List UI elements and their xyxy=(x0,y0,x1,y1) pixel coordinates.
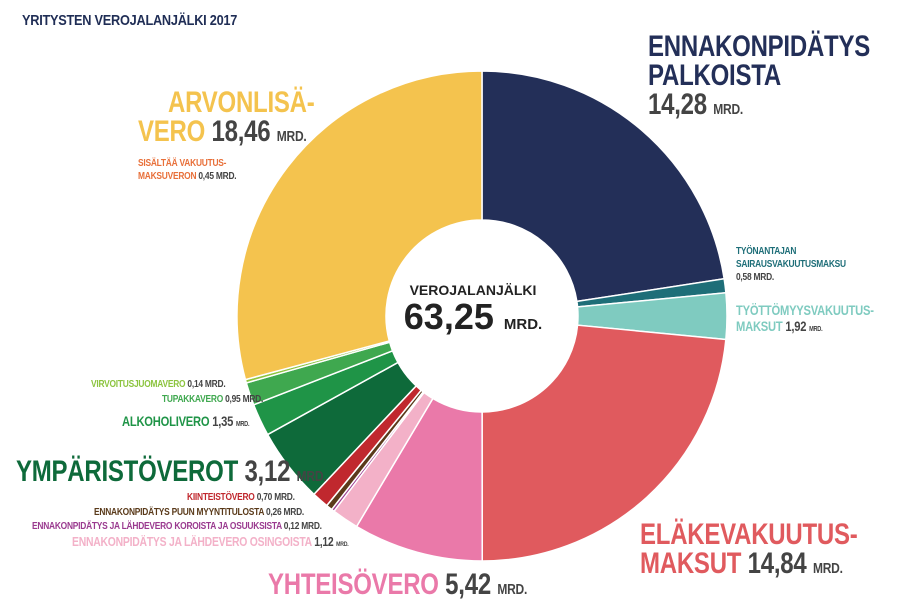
label-text: ENNAKONPIDÄTYS PUUN MYYNTITULOSTA xyxy=(94,506,264,518)
label-unit: MRD. xyxy=(301,520,322,532)
label-text: ENNAKONPIDÄTYS JA LÄHDEVERO OSINGOISTA xyxy=(72,534,312,549)
label-unit: MRD. xyxy=(713,101,744,118)
label-text: YHTEISÖVERO xyxy=(268,568,439,601)
label-value: 0,12 xyxy=(283,520,300,532)
donut-center: VEROJALANJÄLKI 63,25 MRD. xyxy=(383,282,563,344)
center-total: 63,25 xyxy=(403,296,494,337)
label-value: 0,14 xyxy=(187,378,203,390)
label-text: ALKOHOLIVERO xyxy=(122,413,210,429)
label-value: 1,92 xyxy=(785,318,807,334)
label-unit: MRD. xyxy=(283,506,304,518)
label-text: ENNAKONPIDÄTYS xyxy=(648,30,870,63)
label-alkoholivero: ALKOHOLIVERO 1,35 MRD. xyxy=(122,413,250,433)
label-ennakonpidatys-palkoista: ENNAKONPIDÄTYS PALKOISTA 14,28 MRD. xyxy=(648,32,870,124)
label-text: MAKSUVERON xyxy=(138,170,197,182)
center-label: VEROJALANJÄLKI xyxy=(409,282,537,298)
label-text: MAKSUT xyxy=(736,318,783,334)
center-value: 63,25 MRD. xyxy=(383,298,563,344)
pie-slice-eläkevakuutusmaksut xyxy=(481,324,727,562)
label-unit: MRD. xyxy=(296,468,327,485)
label-text: ARVONLISÄ- xyxy=(168,86,315,119)
label-text: SAIRAUSVAKUUTUSMAKSU xyxy=(736,258,846,270)
label-text: VIRVOITUSJUOMAVERO xyxy=(91,378,186,390)
label-osingoista: ENNAKONPIDÄTYS JA LÄHDEVERO OSINGOISTA 1… xyxy=(72,534,349,553)
label-text: TYÖNANTAJAN xyxy=(736,245,797,257)
label-koroista: ENNAKONPIDÄTYS JA LÄHDEVERO KOROISTA JA … xyxy=(32,520,322,533)
label-elakevakuutusmaksut: ELÄKEVAKUUTUS- MAKSUT 14,84 MRD. xyxy=(640,520,858,583)
label-unit: MRD. xyxy=(276,128,307,145)
label-sairausvakuutusmaksu: TYÖNANTAJAN SAIRAUSVAKUUTUSMAKSU 0,58 MR… xyxy=(736,245,846,284)
label-value: 14,84 xyxy=(747,547,807,580)
label-text: SISÄLTÄÄ VAKUUTUS- xyxy=(138,157,227,169)
label-value: 5,42 xyxy=(445,568,491,601)
label-tyottomyysvakuutusmaksut: TYÖTTÖMYYSVAKUUTUS- MAKSUT 1,92 MRD. xyxy=(736,302,874,338)
label-value: 1,35 xyxy=(212,413,234,429)
label-unit: MRD. xyxy=(274,491,295,503)
label-unit: MRD. xyxy=(497,581,528,598)
label-unit: MRD. xyxy=(812,560,843,577)
pie-slice-arvonlisävero xyxy=(236,70,483,381)
label-ymparistoverot: YMPÄRISTÖVEROT 3,12 MRD. xyxy=(16,455,327,491)
label-text: PALKOISTA xyxy=(648,59,781,92)
label-value: 3,12 xyxy=(244,455,291,488)
label-text: TYÖTTÖMYYSVAKUUTUS- xyxy=(736,302,874,318)
label-unit: MRD. xyxy=(204,378,226,390)
label-unit: MRD. xyxy=(235,421,250,428)
label-value: 18,46 xyxy=(211,115,271,148)
label-value: 0,70 xyxy=(256,491,273,503)
label-value: 14,28 xyxy=(648,88,707,121)
pie-slice-ennakonpidätys-palkoista xyxy=(481,70,726,303)
label-maksuvero-note: SISÄLTÄÄ VAKUUTUS- MAKSUVERON 0,45 MRD. xyxy=(138,157,237,183)
label-text: VERO xyxy=(138,115,206,148)
label-text: KIINTEISTÖVERO xyxy=(187,491,255,503)
label-kiinteistovero: KIINTEISTÖVERO 0,70 MRD. xyxy=(187,491,295,504)
label-arvonlisavero: ARVONLISÄ- xyxy=(168,86,315,119)
label-value: 0,26 xyxy=(265,506,282,518)
label-text: TUPAKKAVERO xyxy=(162,393,223,405)
label-value: 1,12 xyxy=(314,534,334,549)
label-value: 0,58 xyxy=(736,271,752,283)
label-puun-myyntitulosta: ENNAKONPIDÄTYS PUUN MYYNTITULOSTA 0,26 M… xyxy=(94,506,304,519)
label-unit: MRD. xyxy=(809,326,823,333)
label-text: MAKSUT xyxy=(640,547,742,580)
label-text: ELÄKEVAKUUTUS- xyxy=(640,518,858,551)
label-yhteisovero: YHTEISÖVERO 5,42 MRD. xyxy=(268,570,527,604)
chart-title: YRITYSTEN VEROJALANJÄLKI 2017 xyxy=(22,12,238,29)
label-value: 0,95 xyxy=(225,393,241,405)
label-arvonlisavero-value: VERO 18,46 MRD. xyxy=(138,117,307,151)
label-tupakkavero: TUPAKKAVERO 0,95 MRD. xyxy=(162,393,263,406)
label-text: YMPÄRISTÖVEROT xyxy=(16,455,238,488)
label-unit: MRD. xyxy=(215,170,237,182)
label-virvoitusjuomavero: VIRVOITUSJUOMAVERO 0,14 MRD. xyxy=(91,378,226,391)
center-unit: MRD. xyxy=(503,316,543,333)
label-unit: MRD. xyxy=(753,271,775,283)
label-unit: MRD. xyxy=(336,541,349,548)
label-unit: MRD. xyxy=(242,393,264,405)
label-text: ENNAKONPIDÄTYS JA LÄHDEVERO KOROISTA JA … xyxy=(32,520,282,532)
label-value: 0,45 xyxy=(198,170,214,182)
